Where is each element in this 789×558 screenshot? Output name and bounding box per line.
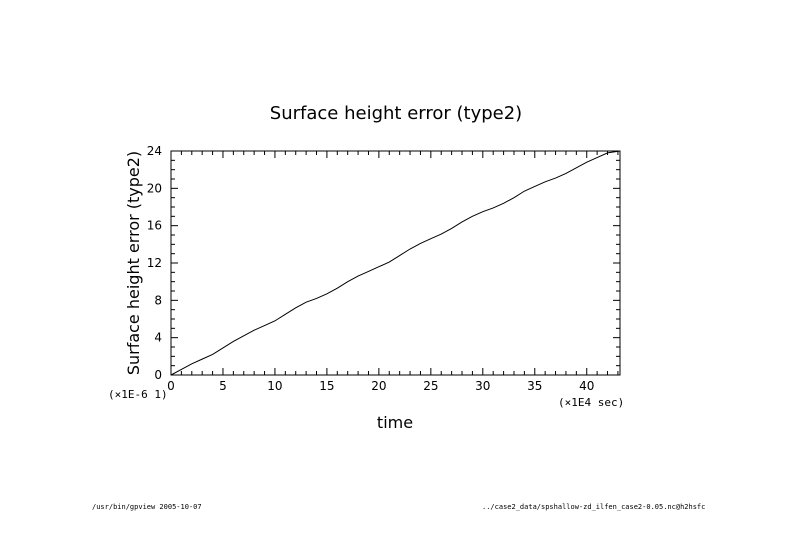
y-tick-label: 8 xyxy=(154,293,162,307)
footer-right: ../case2_data/spshallow-zd_ilfen_case2-0… xyxy=(482,503,706,511)
plot-area: 0 5 10 15 20 25 30 35 40 0 4 8 12 16 20 24 xyxy=(147,144,621,393)
y-tick-label: 0 xyxy=(154,368,162,382)
x-multiplier: (×1E4 sec) xyxy=(558,396,624,409)
y-multiplier: (×1E-6 1) xyxy=(108,388,168,401)
series-line xyxy=(170,150,621,376)
y-tick-label: 12 xyxy=(147,256,162,270)
y-tick-label: 20 xyxy=(147,181,162,195)
x-tick-label: 5 xyxy=(219,379,227,393)
chart-title: Surface height error (type2) xyxy=(270,103,522,124)
axis-ticks xyxy=(170,150,620,376)
x-tick-label: 15 xyxy=(319,379,334,393)
x-tick-label: 20 xyxy=(371,379,386,393)
x-tick-label: 35 xyxy=(527,379,542,393)
y-axis-label: Surface height error (type2) xyxy=(124,151,143,375)
x-tick-label: 10 xyxy=(267,379,282,393)
x-tick-label: 25 xyxy=(423,379,438,393)
x-axis-label: time xyxy=(377,413,413,432)
x-tick-label: 30 xyxy=(475,379,490,393)
plot-frame xyxy=(170,150,621,376)
x-tick-label: 40 xyxy=(579,379,594,393)
axis-tick-labels: 0 5 10 15 20 25 30 35 40 0 4 8 12 16 20 24 xyxy=(147,144,595,393)
y-tick-label: 24 xyxy=(147,144,162,158)
y-tick-label: 16 xyxy=(147,219,162,233)
x-tick-label: 0 xyxy=(167,379,175,393)
footer-left: /usr/bin/gpview 2005-10-07 xyxy=(92,503,202,511)
y-tick-label: 4 xyxy=(154,331,162,345)
